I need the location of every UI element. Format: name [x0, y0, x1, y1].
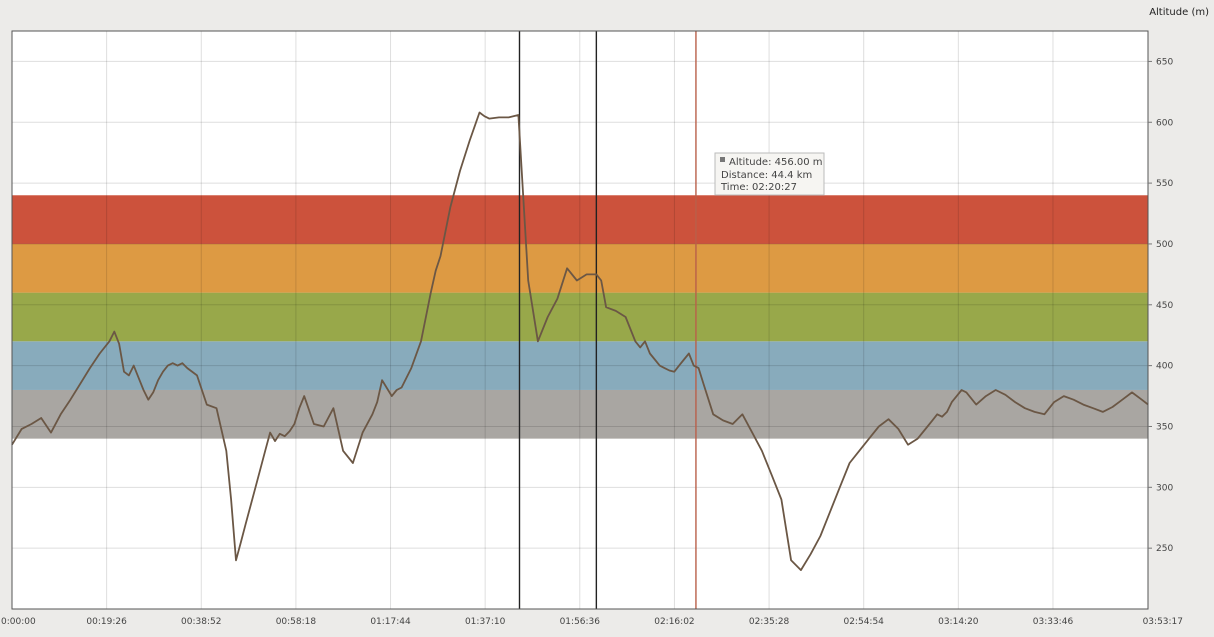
tooltip-distance: Distance: 44.4 km [721, 170, 812, 181]
x-tick-label: 01:56:36 [560, 617, 601, 627]
x-tick-label: 03:53:17 [1143, 617, 1183, 627]
x-tick-label: 02:54:54 [843, 617, 884, 627]
x-tick-label: 00:58:18 [276, 617, 317, 627]
x-tick-label: 01:17:44 [370, 617, 411, 627]
x-axis: 0:00:00 00:19:26 00:38:52 00:58:18 01:17:44 0… [1, 617, 1183, 627]
y-axis: 250 300 350 400 450 500 550 600 650 [1148, 57, 1173, 554]
heart-rate-zones [12, 195, 1148, 439]
y-tick-label: 350 [1156, 422, 1173, 432]
zone-1 [12, 389, 1148, 439]
tooltip-altitude: Altitude: 456.00 m [729, 157, 823, 168]
y-tick-label: 550 [1156, 179, 1173, 189]
tooltip: Altitude: 456.00 m Distance: 44.4 km Tim… [714, 152, 825, 196]
x-tick-label: 03:14:20 [938, 617, 979, 627]
tooltip-time: Time: 02:20:27 [720, 182, 797, 193]
x-tick-label: 03:33:46 [1033, 617, 1074, 627]
grid-lines [11, 31, 1149, 609]
altitude-line[interactable] [11, 111, 1149, 571]
y-tick-label: 250 [1156, 544, 1173, 554]
x-tick-label: 00:38:52 [181, 617, 221, 627]
y-tick-label: 650 [1156, 57, 1173, 67]
x-tick-label: 00:19:26 [86, 617, 127, 627]
y-tick-label: 400 [1156, 362, 1173, 372]
x-tick-label: 02:16:02 [654, 617, 694, 627]
y-tick-label: 600 [1156, 118, 1173, 128]
zone-3 [12, 292, 1148, 342]
y-tick-label: 450 [1156, 301, 1173, 311]
zone-2 [12, 341, 1148, 390]
x-tick-label: 01:37:10 [465, 617, 506, 627]
tooltip-series-marker [720, 157, 725, 162]
x-tick-label: 0:00:00 [1, 617, 36, 627]
zone-5 [12, 195, 1148, 244]
y-axis-title: Altitude (m) [1149, 7, 1209, 18]
y-tick-label: 300 [1156, 483, 1173, 493]
tooltip-box [714, 152, 825, 196]
y-tick-label: 500 [1156, 240, 1173, 250]
zone-4 [12, 243, 1148, 293]
x-tick-label: 02:35:28 [749, 617, 790, 627]
plot-border [11, 30, 1149, 610]
